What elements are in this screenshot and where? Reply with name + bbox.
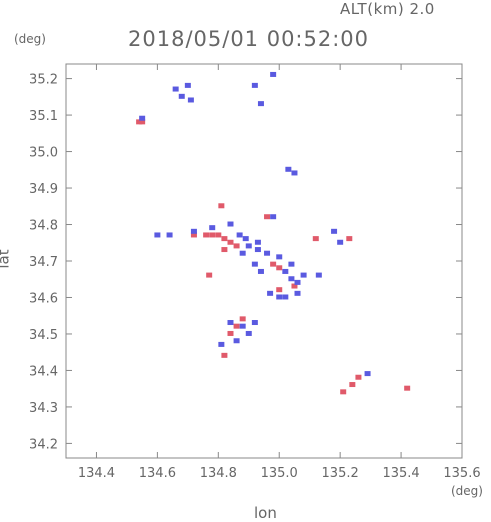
data-point-negative <box>209 225 216 231</box>
x-tick-label: 134.8 <box>200 466 237 481</box>
data-point-negative <box>166 232 173 238</box>
data-point-positive <box>215 232 222 238</box>
data-point-positive <box>291 283 298 289</box>
data-point-negative <box>239 323 246 329</box>
data-point-negative <box>242 236 249 242</box>
data-points <box>136 71 411 395</box>
data-point-negative <box>282 268 289 274</box>
x-tick-label: 134.4 <box>78 466 115 481</box>
data-point-positive <box>355 374 362 380</box>
x-axis-label: lon <box>254 504 277 522</box>
y-tick-label: 34.2 <box>29 437 58 452</box>
data-point-negative <box>184 82 191 88</box>
data-point-positive <box>276 287 283 293</box>
data-point-positive <box>340 389 347 395</box>
data-point-negative <box>236 232 243 238</box>
tick-group: 134.4 134.6 134.8 135.0 135.2 135.4 135.6 34.2 3… <box>29 64 481 481</box>
data-point-positive <box>139 119 146 125</box>
data-point-negative <box>218 341 225 347</box>
data-point-negative <box>282 294 289 300</box>
data-point-negative <box>270 214 277 220</box>
x-tick-label: 135.6 <box>443 466 480 481</box>
y-tick-label: 34.6 <box>29 291 58 306</box>
data-point-negative <box>251 261 258 267</box>
data-point-negative <box>154 232 161 238</box>
y-tick-label: 34.4 <box>29 364 58 379</box>
data-point-positive <box>264 214 271 220</box>
data-point-negative <box>254 239 261 245</box>
data-point-positive <box>404 385 411 391</box>
y-unit-label: (deg) <box>14 32 46 46</box>
data-point-negative <box>276 294 283 300</box>
data-point-negative <box>245 243 252 249</box>
data-point-positive <box>221 247 228 253</box>
data-point-negative <box>267 290 274 296</box>
x-unit-label: (deg) <box>451 484 483 498</box>
x-tick-label: 135.2 <box>322 466 359 481</box>
y-tick-label: 35.1 <box>29 109 58 124</box>
data-point-negative <box>285 166 292 172</box>
y-tick-label: 35.0 <box>29 146 58 161</box>
data-point-negative <box>288 261 295 267</box>
data-point-positive <box>218 203 225 209</box>
data-point-negative <box>257 268 264 274</box>
data-point-negative <box>251 82 258 88</box>
data-point-negative <box>172 86 179 92</box>
data-point-negative <box>257 101 264 107</box>
data-point-positive <box>239 316 246 322</box>
data-point-negative <box>239 250 246 256</box>
data-point-positive <box>349 382 356 388</box>
data-point-negative <box>315 272 322 278</box>
y-tick-label: 35.2 <box>29 73 58 88</box>
data-point-positive <box>270 261 277 267</box>
data-point-positive <box>346 236 353 242</box>
data-point-positive <box>209 232 216 238</box>
data-point-negative <box>227 221 234 227</box>
data-point-negative <box>294 290 301 296</box>
data-point-positive <box>227 330 234 336</box>
data-point-negative <box>245 330 252 336</box>
data-point-negative <box>190 228 197 234</box>
data-point-negative <box>187 97 194 103</box>
data-point-positive <box>312 236 319 242</box>
x-tick-label: 134.6 <box>139 466 176 481</box>
data-point-negative <box>300 272 307 278</box>
data-point-positive <box>233 323 240 329</box>
data-point-negative <box>233 338 240 344</box>
x-tick-label: 135.0 <box>261 466 298 481</box>
data-point-negative <box>288 276 295 282</box>
data-point-negative <box>294 279 301 285</box>
data-point-negative <box>227 320 234 326</box>
data-point-negative <box>337 239 344 245</box>
y-tick-label: 34.5 <box>29 328 58 343</box>
data-point-positive <box>227 239 234 245</box>
plot-frame <box>65 63 463 459</box>
data-point-negative <box>251 320 258 326</box>
data-point-positive <box>136 119 143 125</box>
altitude-label: ALT(km) 2.0 <box>340 0 435 18</box>
data-point-negative <box>254 247 261 253</box>
y-tick-label: 34.7 <box>29 255 58 270</box>
data-point-negative <box>264 250 271 256</box>
y-tick-label: 34.8 <box>29 219 58 234</box>
data-point-positive <box>203 232 210 238</box>
data-point-negative <box>276 254 283 260</box>
timestamp-title: 2018/05/01 00:52:00 <box>128 27 370 51</box>
data-point-negative <box>178 93 185 99</box>
data-point-positive <box>233 243 240 249</box>
data-point-positive <box>221 352 228 358</box>
data-point-negative <box>331 228 338 234</box>
x-tick-label: 135.4 <box>382 466 419 481</box>
data-point-negative <box>364 371 371 377</box>
data-point-positive <box>206 272 213 278</box>
y-tick-label: 34.9 <box>29 182 58 197</box>
data-point-positive <box>221 236 228 242</box>
data-point-negative <box>270 71 277 77</box>
data-point-negative <box>139 115 146 121</box>
y-tick-label: 34.3 <box>29 401 58 416</box>
data-point-positive <box>190 232 197 238</box>
data-point-negative <box>291 170 298 176</box>
data-point-positive <box>276 265 283 271</box>
